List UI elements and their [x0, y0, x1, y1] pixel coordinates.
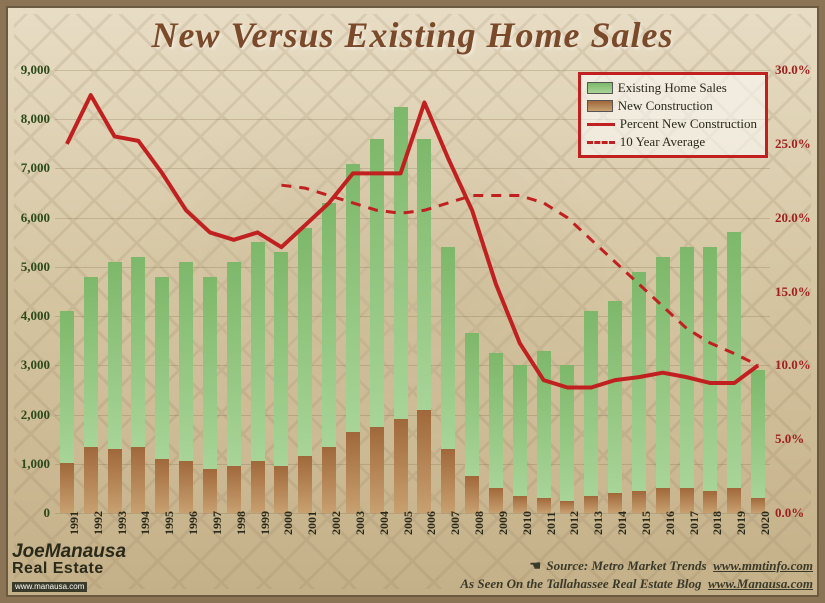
y-left-tick: 1,000	[21, 456, 50, 472]
x-axis: 1991 1992 1993 1994 1995 1996 1997 1998 1999 2000…	[55, 513, 770, 553]
legend-label: Existing Home Sales	[618, 80, 727, 96]
y-left-tick: 2,000	[21, 407, 50, 423]
legend-line-dash	[587, 141, 615, 144]
y-left-tick: 4,000	[21, 308, 50, 324]
legend: Existing Home Sales New Construction Perce…	[578, 72, 768, 158]
y-left-tick: 7,000	[21, 160, 50, 176]
y-left-tick: 6,000	[21, 210, 50, 226]
x-tick: 2013	[591, 511, 606, 535]
legend-row: New Construction	[587, 97, 757, 115]
y-left-tick: 3,000	[21, 357, 50, 373]
blog-label: As Seen On the Tallahassee Real Estate B…	[460, 576, 701, 591]
hand-icon: ☚	[529, 557, 541, 575]
x-tick: 2008	[472, 511, 487, 535]
source-label: Source: Metro Market Trends	[546, 558, 706, 573]
x-tick: 2014	[615, 511, 630, 535]
x-tick: 1993	[115, 511, 130, 535]
x-tick: 2002	[329, 511, 344, 535]
y-right-tick: 20.0%	[775, 210, 811, 226]
logo-url: www.manausa.com	[12, 582, 87, 592]
x-tick: 2018	[710, 511, 725, 535]
x-tick: 2010	[520, 511, 535, 535]
x-tick: 2007	[448, 511, 463, 535]
x-tick: 1995	[162, 511, 177, 535]
x-tick: 1994	[138, 511, 153, 535]
legend-line-solid	[587, 123, 615, 126]
x-tick: 2000	[281, 511, 296, 535]
x-tick: 1997	[210, 511, 225, 535]
x-tick: 2006	[424, 511, 439, 535]
legend-label: 10 Year Average	[620, 134, 705, 150]
y-right-tick: 25.0%	[775, 136, 811, 152]
x-tick: 2004	[377, 511, 392, 535]
legend-swatch	[587, 82, 613, 94]
x-tick: 2012	[567, 511, 582, 535]
y-left-tick: 0	[44, 505, 51, 521]
x-tick: 2001	[305, 511, 320, 535]
y-left-tick: 9,000	[21, 62, 50, 78]
x-tick: 2009	[496, 511, 511, 535]
x-tick: 2003	[353, 511, 368, 535]
x-tick: 2019	[734, 511, 749, 535]
x-tick: 2015	[639, 511, 654, 535]
source-block: ☚ Source: Metro Market Trends www.mmtinf…	[460, 557, 813, 593]
x-tick: 1998	[234, 511, 249, 535]
source-line-1: ☚ Source: Metro Market Trends www.mmtinf…	[460, 557, 813, 575]
x-tick: 1996	[186, 511, 201, 535]
x-tick: 2017	[687, 511, 702, 535]
y-right-tick: 10.0%	[775, 357, 811, 373]
logo-line2: Real Estate	[12, 561, 126, 577]
source-line-2: As Seen On the Tallahassee Real Estate B…	[460, 575, 813, 593]
y-left-tick: 5,000	[21, 259, 50, 275]
x-tick: 2020	[758, 511, 773, 535]
y-right-tick: 0.0%	[775, 505, 804, 521]
x-tick: 1999	[258, 511, 273, 535]
x-tick: 2011	[544, 512, 559, 535]
y-axis-right: 0.0%5.0%10.0%15.0%20.0%25.0%30.0%	[775, 70, 820, 513]
blog-url: www.Manausa.com	[708, 576, 813, 591]
y-right-tick: 15.0%	[775, 284, 811, 300]
x-tick: 2016	[663, 511, 678, 535]
legend-row: Percent New Construction	[587, 115, 757, 133]
y-right-tick: 5.0%	[775, 431, 804, 447]
legend-label: New Construction	[618, 98, 713, 114]
x-tick: 2005	[401, 511, 416, 535]
legend-row: 10 Year Average	[587, 133, 757, 151]
chart-title: New Versus Existing Home Sales	[0, 14, 825, 56]
legend-label: Percent New Construction	[620, 116, 757, 132]
logo-line1: JoeManausa	[12, 542, 126, 561]
y-right-tick: 30.0%	[775, 62, 811, 78]
x-tick: 1992	[91, 511, 106, 535]
y-left-tick: 8,000	[21, 111, 50, 127]
x-tick: 1991	[67, 511, 82, 535]
logo: JoeManausa Real Estate www.manausa.com	[12, 542, 126, 593]
footer: JoeManausa Real Estate www.manausa.com ☚…	[12, 553, 813, 593]
legend-row: Existing Home Sales	[587, 79, 757, 97]
legend-swatch	[587, 100, 613, 112]
y-axis-left: 01,0002,0003,0004,0005,0006,0007,0008,00…	[10, 70, 50, 513]
chart-area: 01,0002,0003,0004,0005,0006,0007,0008,00…	[55, 70, 770, 513]
source-url: www.mmtinfo.com	[713, 558, 813, 573]
